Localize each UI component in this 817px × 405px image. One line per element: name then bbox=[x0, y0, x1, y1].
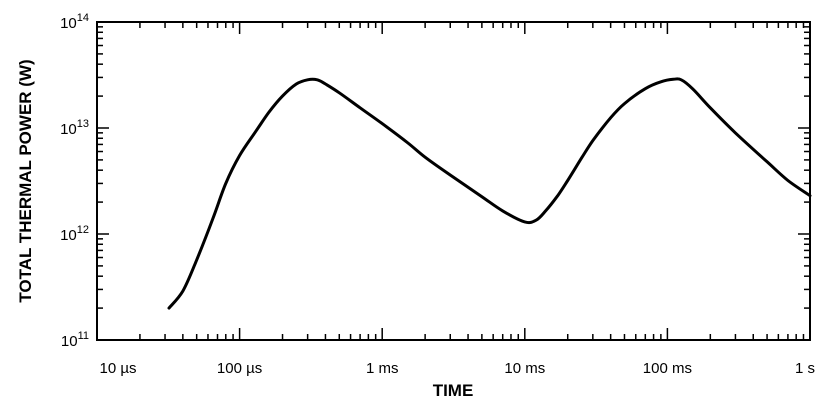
x-axis-title: TIME bbox=[433, 381, 474, 400]
y-tick-label: 1014 bbox=[60, 12, 89, 32]
x-tick-label: 100 ms bbox=[643, 360, 692, 377]
ticks bbox=[96, 21, 811, 341]
x-tick-label: 1 ms bbox=[366, 360, 399, 377]
y-tick-label: 1011 bbox=[61, 330, 89, 350]
x-tick-label: 10 µs bbox=[100, 360, 137, 377]
x-tick-label: 100 µs bbox=[217, 360, 262, 377]
y-tick-label: 1012 bbox=[60, 224, 89, 244]
y-tick-label: 1013 bbox=[60, 118, 89, 138]
x-tick-label: 1 s bbox=[795, 360, 815, 377]
y-axis-title: TOTAL THERMAL POWER (W) bbox=[16, 59, 35, 302]
series-line-total-thermal-power bbox=[167, 77, 812, 310]
tick-labels: 10 µs 100 µs 1 ms 10 ms 100 ms 1 s 1011 1012 101… bbox=[60, 12, 815, 377]
x-tick-label: 10 ms bbox=[504, 360, 545, 377]
plot-frame bbox=[96, 21, 811, 341]
